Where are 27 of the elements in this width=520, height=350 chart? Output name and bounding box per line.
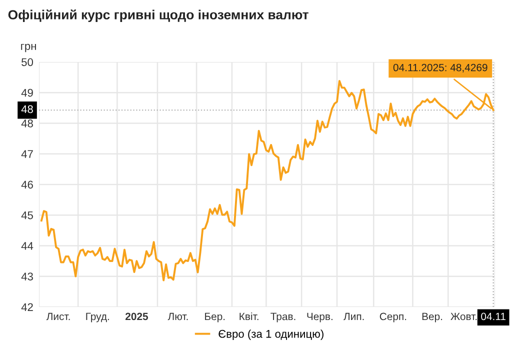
x-tick-label: 2025	[125, 312, 148, 320]
x-tick-label: Серп.	[380, 312, 406, 322]
chart-title: Офіційний курс гривні щодо іноземних валют	[8, 9, 308, 22]
y-tick-label: 42	[21, 303, 33, 311]
y-tick-label: 49	[21, 88, 33, 97]
x-tick-label: Черв.	[307, 312, 332, 322]
x-tick-label: Бер.	[205, 312, 225, 322]
x-tick-label: Квіт.	[240, 312, 258, 320]
y-tick-label: 47	[21, 150, 33, 158]
y-tick-label: 43	[21, 272, 33, 280]
legend-label: Євро (за 1 одиницю)	[218, 330, 324, 340]
y-tick-label: 48	[21, 119, 33, 128]
annotation: 04.11.2025: 48,4269	[393, 64, 488, 72]
line-series	[40, 80, 494, 282]
x-tick-label: Трав.	[270, 312, 296, 322]
y-tick-label: 50	[22, 58, 34, 66]
y-tick-label: 44	[21, 242, 34, 250]
x-tick-label: Вер.	[422, 312, 442, 322]
y-tick-label: 46	[21, 180, 33, 189]
y-tick-label: 45	[21, 211, 33, 220]
y-axis-title: грн	[21, 44, 36, 52]
x-tick-label: Лист.	[46, 312, 70, 320]
x-tick-label: Лип.	[344, 312, 364, 320]
x-tick-label: Жовт.	[450, 312, 477, 320]
x-tick-label: Лют.	[168, 312, 188, 320]
x-tick-label: Груд.	[86, 312, 109, 322]
x-tick-label: 04.11	[481, 312, 506, 320]
